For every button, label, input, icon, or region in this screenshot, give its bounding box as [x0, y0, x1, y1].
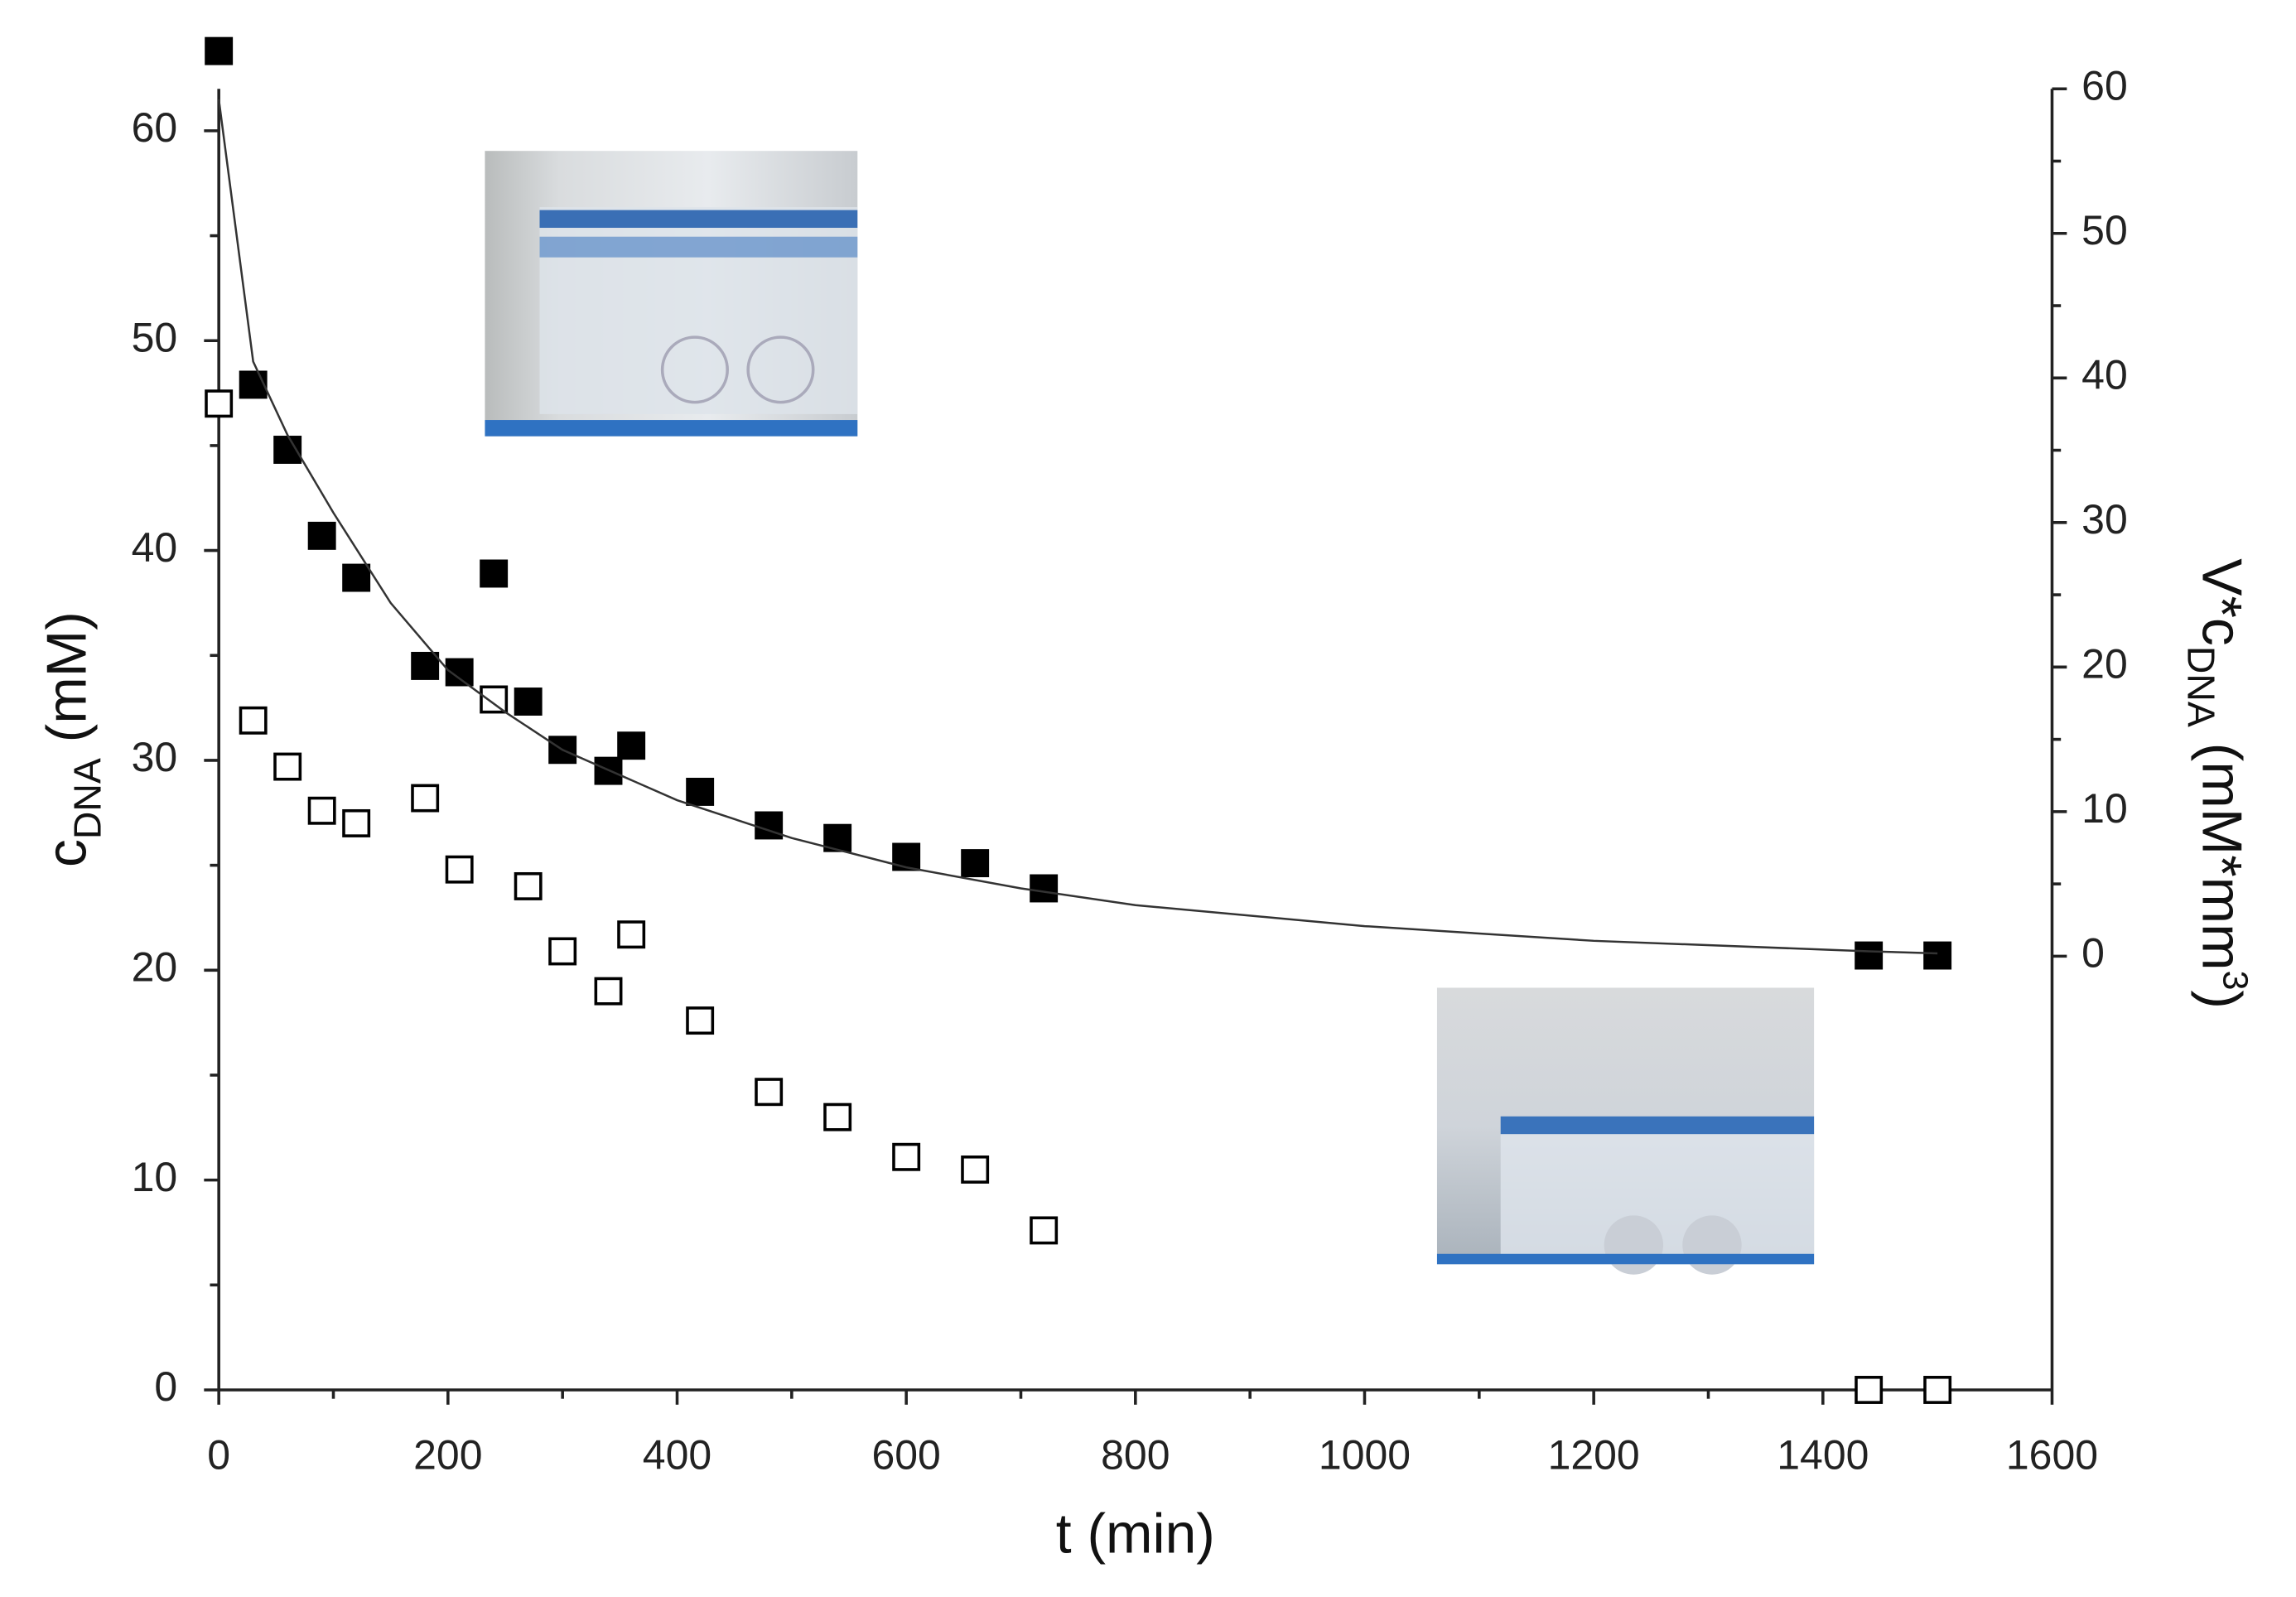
data-point [514, 688, 543, 716]
x-tick-label: 200 [413, 1431, 482, 1478]
data-point [480, 685, 509, 714]
y2-tick-label: 0 [2081, 930, 2105, 977]
data-point [342, 808, 371, 837]
data-point [514, 871, 543, 900]
y-tick-label: 60 [132, 104, 178, 151]
data-point [1030, 874, 1059, 903]
x-tick-label: 1400 [1777, 1431, 1869, 1478]
data-point [239, 370, 268, 399]
data-point [307, 796, 336, 825]
data-point [239, 706, 268, 735]
x-tick-label: 400 [643, 1431, 711, 1478]
y2-label-sub: DNA [2180, 646, 2223, 727]
y-tick-label: 0 [154, 1363, 177, 1410]
y2-label-end: ) [2191, 990, 2253, 1009]
y-label-unit: (mM) [36, 611, 99, 758]
data-point [892, 1142, 921, 1171]
y-label-main: c [36, 839, 99, 867]
data-point [411, 651, 440, 680]
data-point [1855, 941, 1884, 970]
y2-label-unit: (mM*mm [2191, 727, 2253, 971]
data-point [445, 855, 474, 884]
data-point [548, 736, 577, 765]
y-tick-label: 20 [132, 943, 178, 990]
fit-line [217, 99, 1938, 955]
data-point [594, 977, 623, 1006]
x-tick-label: 800 [1101, 1431, 1170, 1478]
data-point [342, 563, 371, 592]
data-point [755, 1078, 784, 1107]
x-tick-label: 1000 [1319, 1431, 1411, 1478]
x-tick-label: 1600 [2006, 1431, 2098, 1478]
data-point [686, 1006, 715, 1035]
data-point [205, 36, 234, 65]
y2-tick-label: 30 [2081, 496, 2128, 543]
data-point [480, 559, 509, 588]
y2-tick-label: 10 [2081, 785, 2128, 832]
x-tick-label: 1200 [1548, 1431, 1640, 1478]
data-point [1923, 941, 1952, 970]
data-point [205, 389, 234, 418]
y2-tick-label: 50 [2081, 207, 2128, 253]
data-point [823, 1102, 852, 1131]
y2-tick-label: 40 [2081, 351, 2128, 398]
y2-tick-label: 60 [2081, 62, 2128, 109]
y2-axis-label: V*cDNA (mM*mm3) [2180, 558, 2255, 1009]
y-axis-label: cDNA (mM) [36, 611, 109, 867]
data-point [961, 849, 990, 878]
y-tick-label: 30 [132, 734, 178, 780]
x-tick-label: 0 [207, 1431, 230, 1478]
y-tick-label: 50 [132, 314, 178, 360]
data-point [686, 777, 715, 806]
y-tick-label: 40 [132, 524, 178, 571]
photo-inset [485, 151, 858, 437]
x-tick-label: 600 [871, 1431, 940, 1478]
y2-label-main: V*c [2191, 558, 2253, 646]
data-point [307, 521, 336, 550]
data-point [1923, 1376, 1952, 1404]
data-point [961, 1156, 990, 1184]
data-point [1855, 1376, 1884, 1404]
x-axis-label: t (min) [1056, 1503, 1215, 1565]
y2-tick-label: 20 [2081, 641, 2128, 688]
data-point [617, 731, 646, 760]
y-tick-label: 10 [132, 1154, 178, 1200]
data-point [273, 752, 302, 781]
data-point [548, 937, 577, 966]
y2-label-sup: 3 [2216, 971, 2255, 991]
y-label-sub: DNA [65, 758, 109, 839]
data-point [411, 784, 440, 813]
data-point [617, 920, 646, 949]
data-point [1030, 1216, 1059, 1245]
photo-inset [1436, 987, 1815, 1275]
